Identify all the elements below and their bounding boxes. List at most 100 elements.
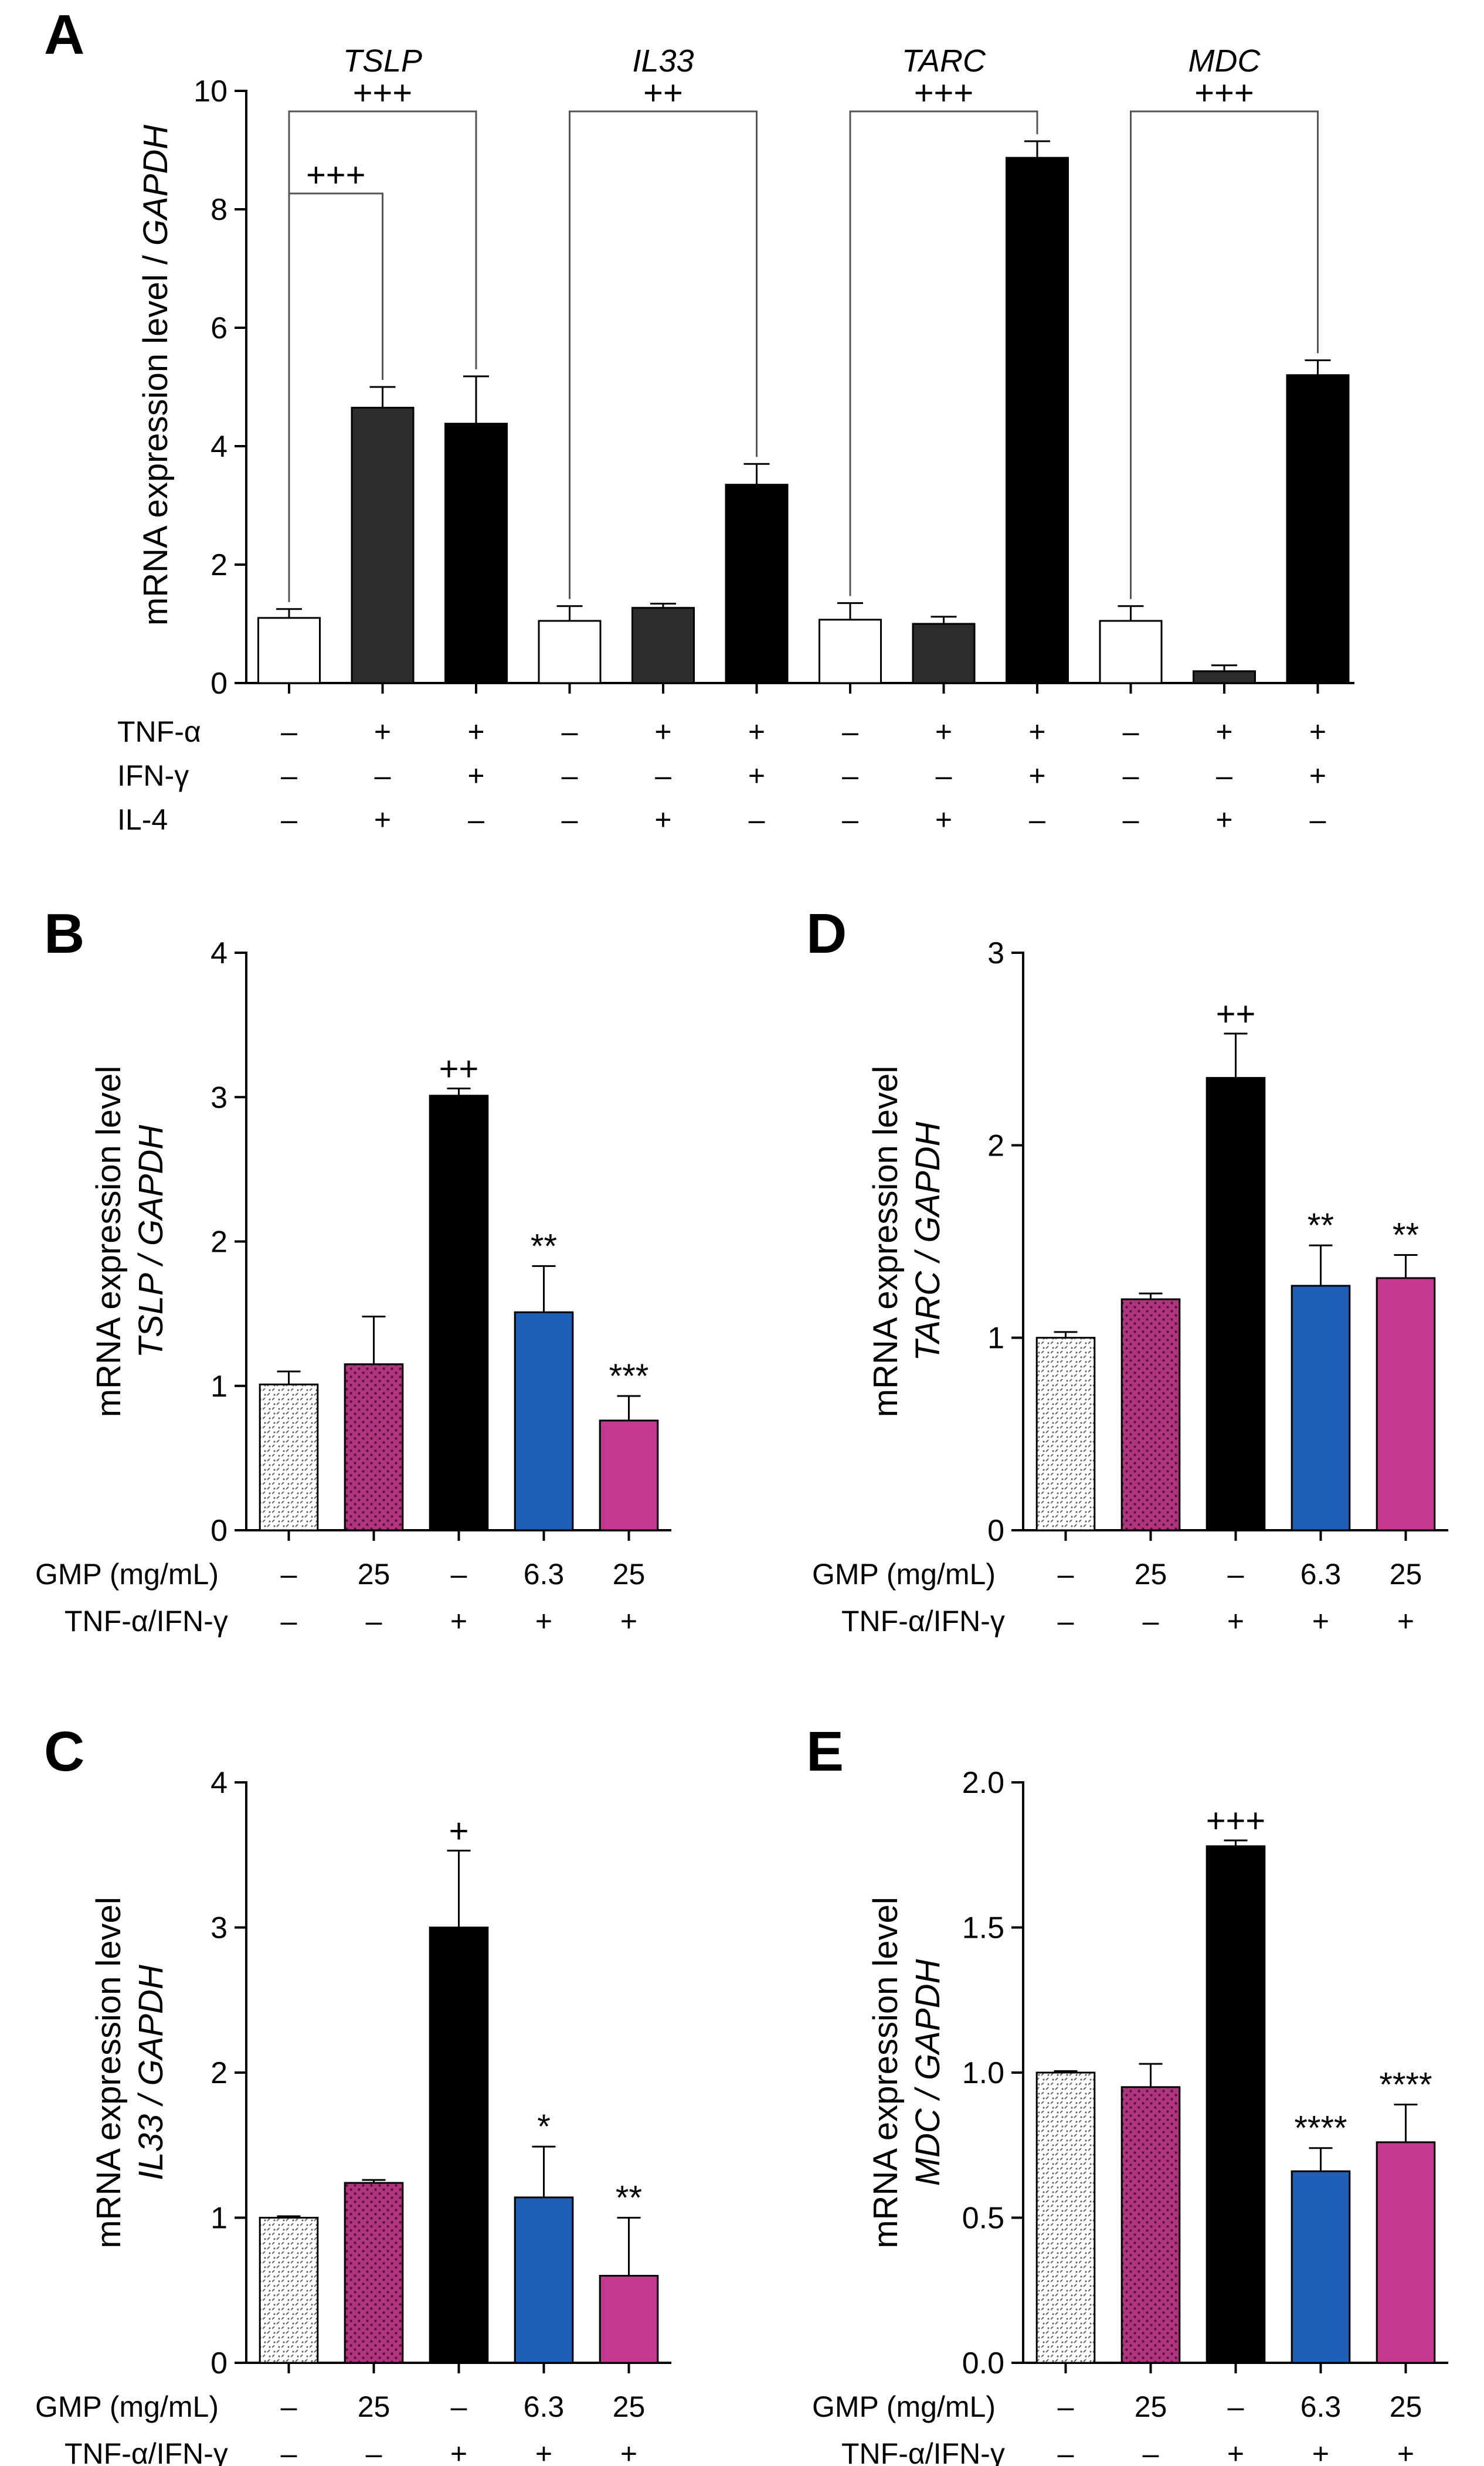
panel-b-y-tick-label: 2 [210,1225,227,1259]
panel-c-gmp-value: – [281,2390,297,2423]
panel-c-significance-label: * [537,2108,551,2146]
panel-e-y-tick-label: 2.0 [962,1766,1004,1800]
panel-a-significance-label: ++ [643,74,683,112]
panel-c-gmp-label: GMP (mg/mL) [35,2390,219,2423]
panel-d-gmp-value: – [1058,1558,1074,1591]
panel-b-gmp-value: – [451,1558,467,1591]
panel-d-gmp-value: – [1228,1558,1244,1591]
panel-e-gmp-value: 6.3 [1300,2390,1342,2423]
panel-c-tnf-label: TNF-α/IFN-γ [64,2437,228,2466]
panel-d-y-axis-label-line1: mRNA expression level [867,1066,905,1418]
panel-d-bar [1035,1337,1096,1531]
panel-c-y-axis-label-line2: IL33 / GAPDH [132,1965,170,2180]
panel-a-condition-symbol: – [562,715,578,748]
panel-a-y-tick-label: 10 [193,74,227,108]
panel-a-condition-symbol: – [1123,759,1139,792]
panel-e-bar [1035,2071,1096,2364]
panel-a-condition-symbol: – [1123,803,1139,836]
panel-d-gmp-label: GMP (mg/mL) [812,1558,996,1591]
panel-a-bar [1099,620,1163,684]
panel-a-condition-label: IFN-γ [117,759,189,792]
panel-a-y-tick-label: 8 [210,193,227,227]
panel-a-condition-symbol: + [748,715,765,748]
panel-a-significance-label: +++ [1194,74,1254,112]
panel-a-gene-label: IL33 [632,43,694,79]
panel-letter-b: B [44,902,84,965]
panel-c-y-tick-label: 1 [210,2202,227,2236]
panel-a-condition-symbol: – [281,803,297,836]
panel-e-significance-label: +++ [1206,1802,1266,1840]
panel-d-significance-label: ++ [1216,995,1256,1033]
panel-a-bar [631,607,695,684]
panel-c-gmp-value: 25 [358,2390,390,2423]
panel-b-tnf-value: + [450,1605,467,1638]
panel-a-axes: 0 2 4 6 8 10 [193,74,1354,701]
panel-e-tnf-value: + [1397,2437,1414,2466]
panel-a-condition-symbol: – [375,759,391,792]
panel-c-gmp-value: 25 [613,2390,646,2423]
panel-e-bar [1205,1845,1266,2364]
panel-e-gmp-value: – [1058,2390,1074,2423]
panel-b-y-tick-label: 3 [210,1081,227,1115]
panel-d-y-tick-label: 1 [987,1322,1004,1356]
panel-b-bar [259,1383,319,1531]
panel-a-condition-symbol: + [1028,715,1045,748]
panel-b-tnf-label: TNF-α/IFN-γ [64,1605,228,1638]
panel-a-condition-symbol: – [936,759,952,792]
panel-a-bar [1286,374,1350,684]
panel-a-bar [725,484,789,684]
panel-a-condition-symbol: + [935,715,952,748]
panel-a: A mRNA expression level / GAPDH 0246810 … [44,4,1354,836]
panel-e-gmp-value: 25 [1135,2390,1167,2423]
panel-a-condition-symbol: – [281,759,297,792]
panel-a-condition-symbol: + [748,759,765,792]
panel-c-tnf-value: – [366,2437,382,2466]
panel-e-tnf-value: – [1058,2437,1074,2466]
panel-a-condition-symbol: + [654,715,671,748]
panel-d-tnf-value: + [1312,1605,1329,1638]
panel-c-gmp-value: – [451,2390,467,2423]
panel-e-y-axis-label: mRNA expression level MDC / GAPDH [867,1897,947,2248]
panel-c-significance-label: + [449,1812,469,1850]
panel-a-significance-bracket [288,192,383,602]
panel-b-gmp-value: 6.3 [524,1558,565,1591]
panel-b-y-tick-label: 4 [210,936,227,970]
panel-a-condition-symbol: – [655,759,671,792]
panel-a-condition-symbol: + [1028,759,1045,792]
panel-d-y-tick-label: 2 [987,1129,1004,1163]
panel-e-tnf-value: – [1143,2437,1159,2466]
panel-a-y-tick-label: 6 [210,311,227,345]
panel-d-gmp-value: 25 [1135,1558,1167,1591]
panel-a-y-axis-label-text: mRNA expression level / [137,246,175,626]
panel-a-condition-symbol: – [562,803,578,836]
panel-a-condition-label: IL-4 [117,803,168,836]
panel-letter-a: A [44,4,84,66]
panel-e-tnf-value: + [1227,2437,1244,2466]
panel-b-significance-label: *** [609,1357,649,1395]
panel-b-significance-label: ++ [439,1049,479,1088]
panel-letter-d: D [806,902,847,965]
panel-d-bar [1291,1285,1351,1531]
panel-d-tnf-value: + [1227,1605,1244,1638]
panel-e: E 0.00.51.01.52.0+++********mRNA express… [806,1720,1448,2466]
panel-c-bar [429,1927,489,2364]
panel-d-y-axis-label-line2: TARC / GAPDH [909,1122,947,1361]
panel-e-y-axis-label-line1: mRNA expression level [867,1897,905,2248]
panel-d-tnf-value: – [1143,1605,1159,1638]
panel-d-significance-label: ** [1393,1216,1419,1254]
panel-e-significance-label: **** [1379,2066,1432,2104]
panel-a-y-tick-label: 2 [210,548,227,582]
panel-b-y-tick-label: 0 [210,1514,227,1548]
panel-a-condition-symbol: + [467,715,484,748]
panel-a-bar [351,406,415,684]
panel-b-y-axis-label-line1: mRNA expression level [90,1066,128,1418]
panel-c-tnf-value: + [620,2437,637,2466]
panel-a-bar [1006,157,1069,684]
panel-b-bar [344,1363,404,1531]
panel-letter-c: C [44,1720,84,1783]
panel-e-bar [1120,2086,1181,2364]
